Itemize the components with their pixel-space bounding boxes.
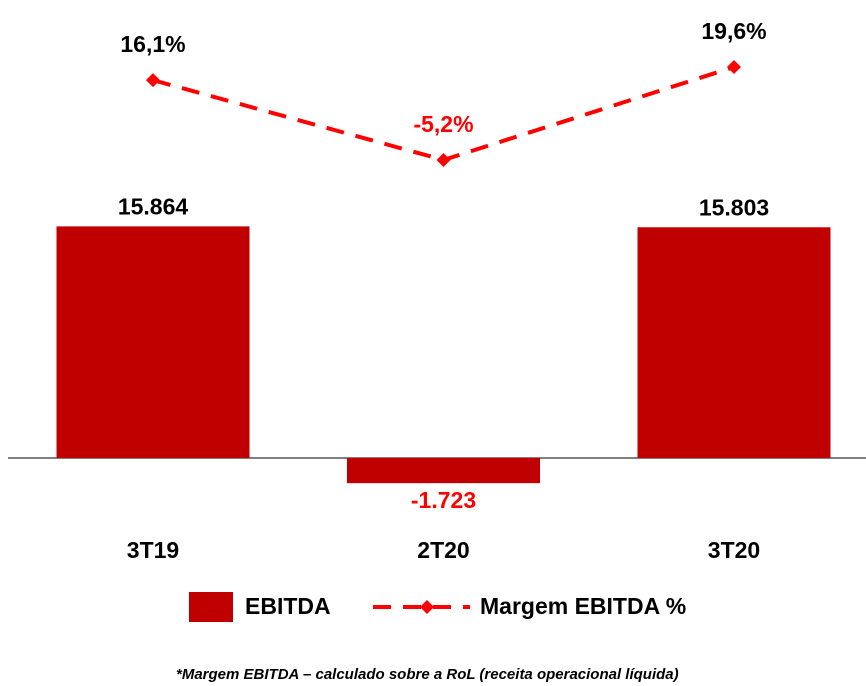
bar-value-label: 15.864 [118, 193, 189, 219]
footnote: *Margem EBITDA – calculado sobre a RoL (… [176, 666, 679, 683]
bar [347, 458, 540, 484]
x-tick-label: 2T20 [417, 537, 469, 563]
legend-marker [420, 600, 434, 614]
legend-label: Margem EBITDA % [480, 593, 686, 619]
line-marker [436, 153, 451, 167]
line-value-label: -5,2% [413, 111, 473, 137]
x-tick-label: 3T19 [127, 537, 179, 563]
line-value-label: 16,1% [120, 31, 185, 57]
line-marker [727, 60, 741, 74]
legend-swatch [189, 592, 233, 622]
bar [637, 227, 831, 458]
bar-value-label: -1.723 [411, 487, 476, 513]
line-value-label: 19,6% [701, 18, 766, 44]
bar-value-label: 15.803 [699, 194, 769, 220]
line-marker [146, 73, 160, 88]
legend-label: EBITDA [245, 593, 331, 619]
x-tick-label: 3T20 [708, 537, 760, 563]
bar [56, 226, 250, 458]
